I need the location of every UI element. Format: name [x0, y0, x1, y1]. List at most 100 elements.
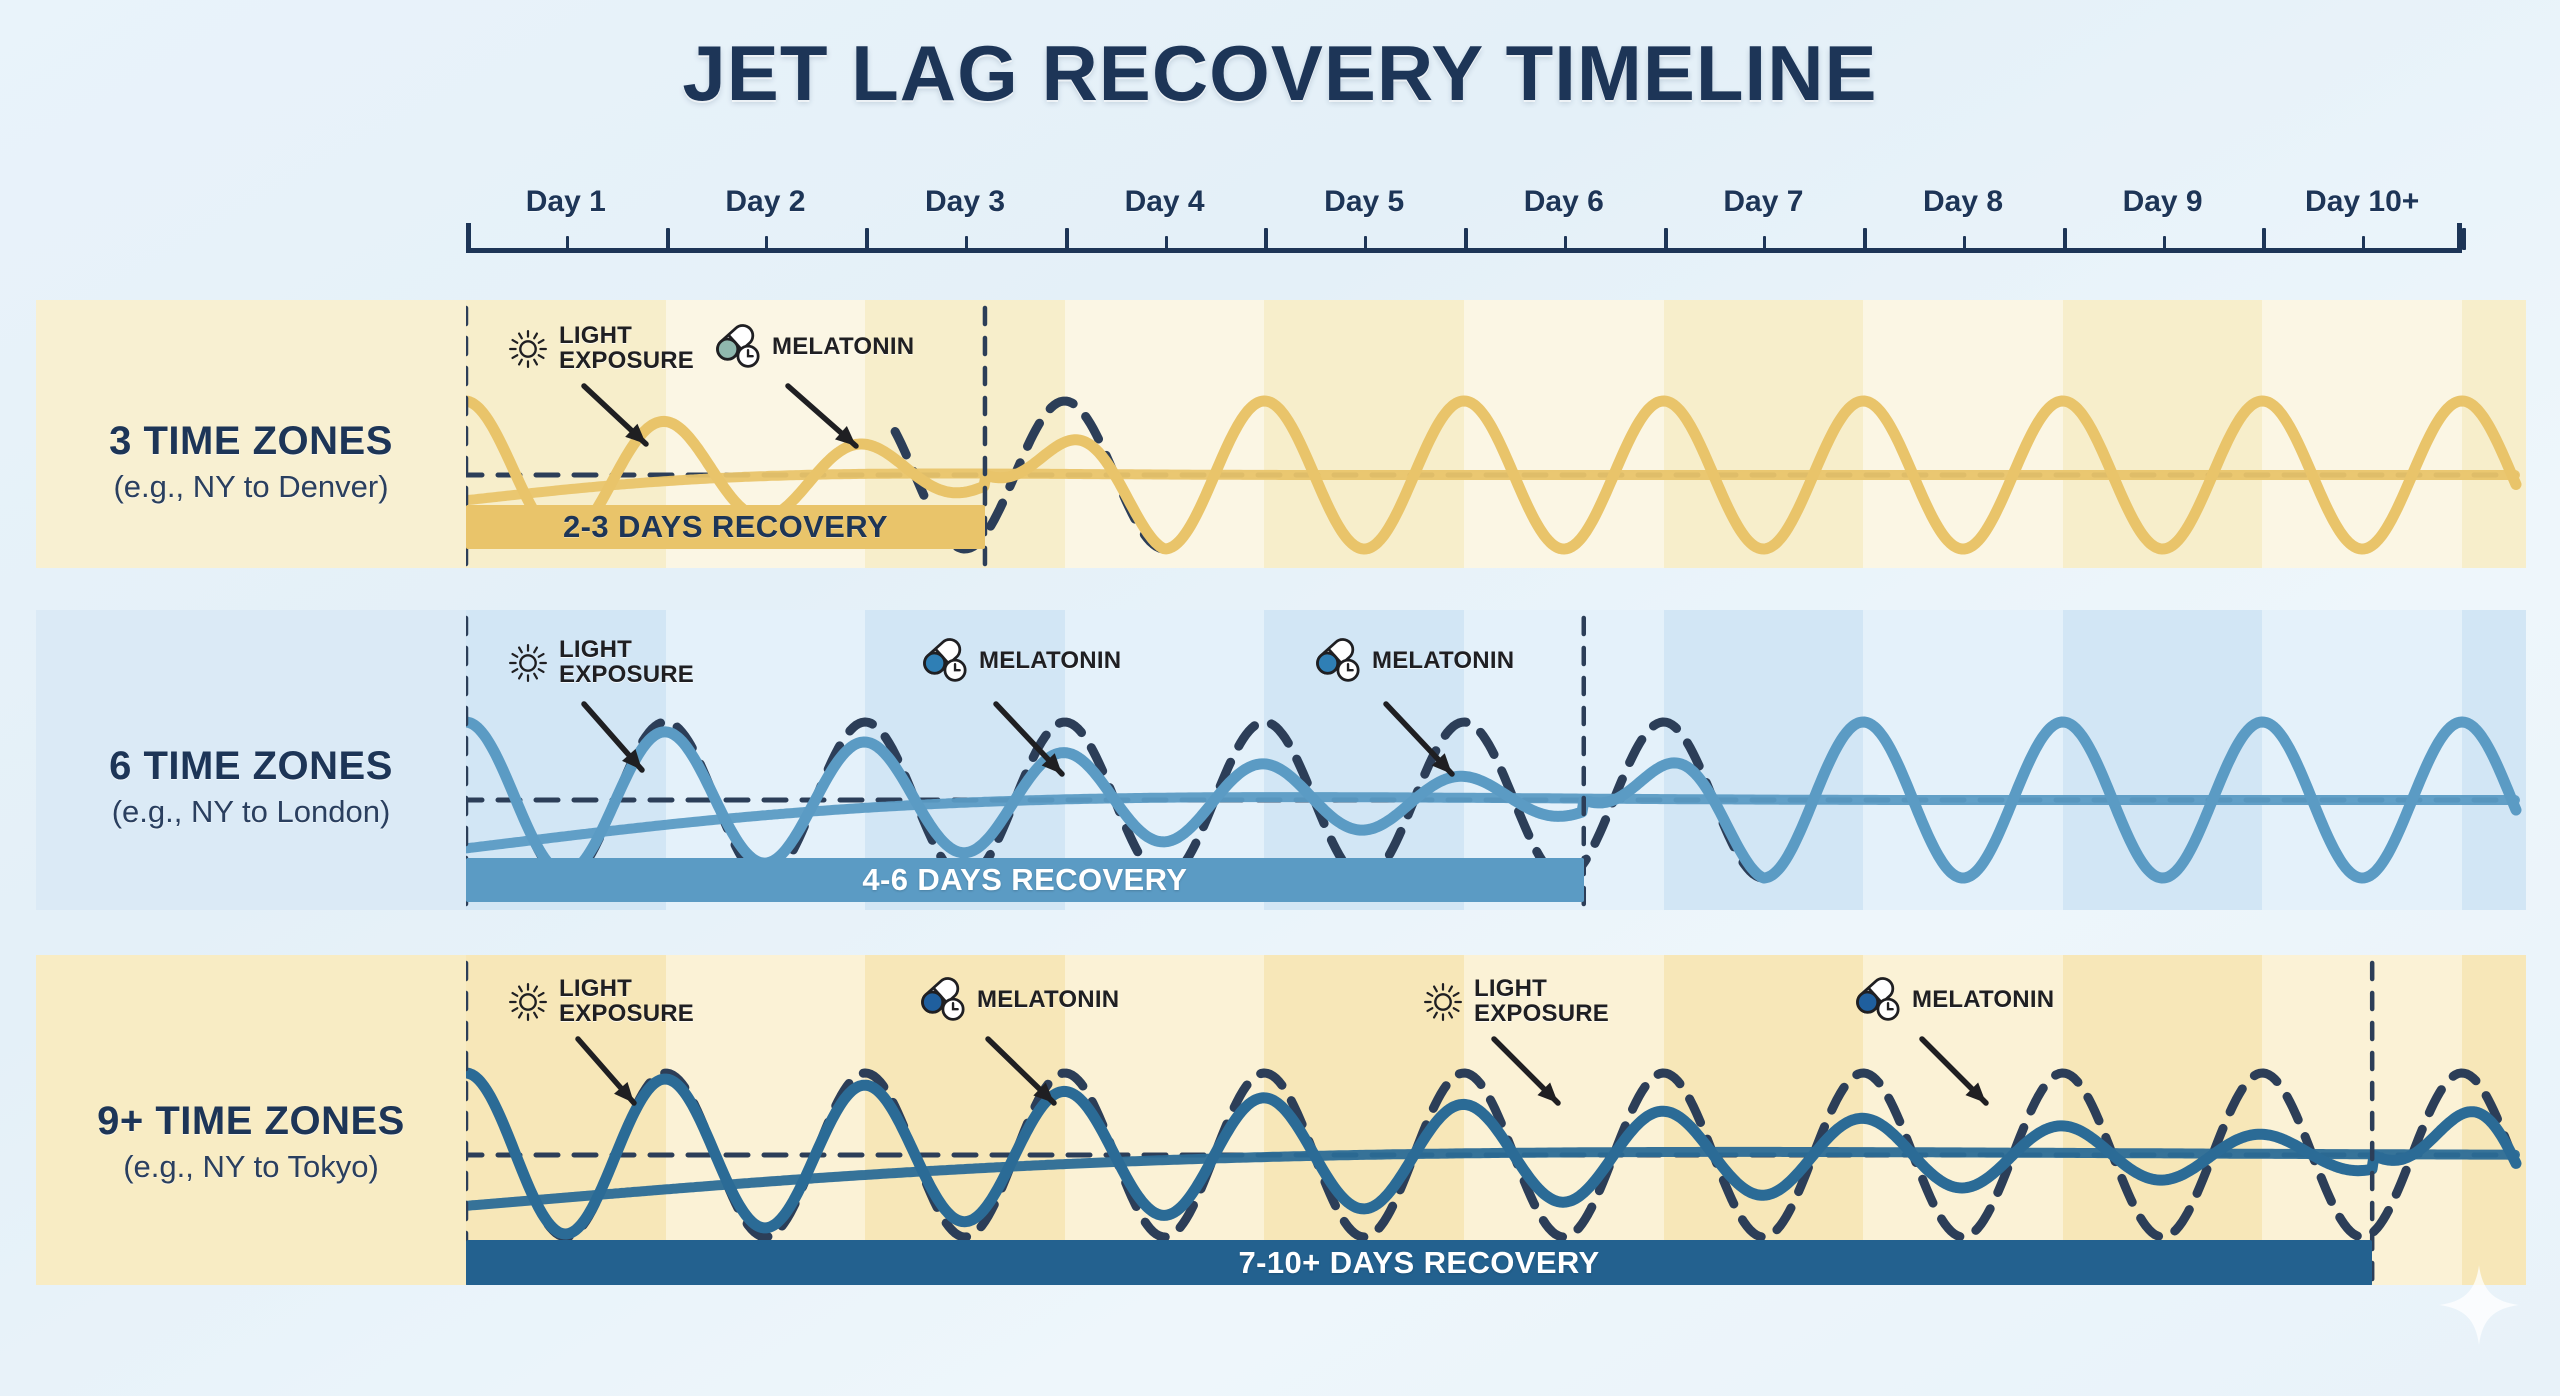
row-subtitle: (e.g., NY to Denver)	[113, 469, 389, 504]
annotation-arrowhead	[1041, 753, 1062, 774]
row-3-zones: 3 TIME ZONES (e.g., NY to Denver) LIGHT E…	[36, 300, 2526, 568]
annotation-arrowhead	[1965, 1082, 1986, 1103]
annotation-melatonin: MELATONIN	[711, 324, 914, 370]
axis-tick	[2262, 228, 2267, 250]
annotation-label: MELATONIN	[772, 332, 915, 360]
melatonin-icon	[1856, 977, 1900, 1021]
axis-tick	[1963, 236, 1966, 250]
axis-day-label-1: Day 1	[525, 185, 606, 218]
annotation-label: MELATONIN	[1912, 985, 2055, 1013]
axis-tick	[1863, 228, 1868, 250]
recovery-duration-label: 4-6 DAYS RECOVERY	[862, 862, 1188, 897]
annotation-arrowhead	[614, 1081, 634, 1103]
annotation-arrowhead	[1033, 1082, 1054, 1103]
axis-tick	[1364, 236, 1368, 250]
axis-tick	[665, 228, 670, 250]
row-6-zones: 6 TIME ZONES (e.g., NY to London) LIGHT E…	[36, 610, 2526, 910]
axis-day-label-6: Day 6	[1523, 185, 1604, 218]
row-title: 6 TIME ZONES	[109, 744, 393, 788]
annotation-label: MELATONIN	[1372, 646, 1515, 674]
axis-tick	[1663, 228, 1668, 250]
row-title: 3 TIME ZONES	[109, 419, 393, 463]
axis-tick	[865, 228, 870, 250]
annotation-melatonin: MELATONIN	[1851, 977, 2054, 1023]
melatonin-icon	[716, 324, 760, 368]
annotation-arrowhead	[1431, 753, 1452, 774]
recovery-duration-label: 7-10+ DAYS RECOVERY	[1238, 1245, 1600, 1280]
axis-line	[466, 248, 2462, 253]
annotation-label: LIGHT EXPOSURE	[1474, 975, 1609, 1027]
axis-day-label-2: Day 2	[725, 185, 806, 218]
annotation-light-exposure: LIGHT EXPOSURE	[506, 975, 694, 1027]
recovery-duration-bar: 7-10+ DAYS RECOVERY	[466, 1240, 2373, 1285]
row-9-zones: 9+ TIME ZONES (e.g., NY to Tokyo) LIGHT E…	[36, 955, 2526, 1285]
axis-endcap	[466, 223, 471, 253]
axis-day-label-8: Day 8	[1922, 185, 2004, 218]
axis-tick	[1264, 228, 1269, 250]
sparkle-icon	[2439, 1265, 2519, 1345]
annotation-label: MELATONIN	[979, 646, 1122, 674]
axis-tick	[1563, 236, 1567, 250]
row-title: 9+ TIME ZONES	[97, 1099, 405, 1143]
axis-tick	[765, 236, 769, 250]
axis-tick	[965, 236, 968, 250]
recovery-duration-bar: 4-6 DAYS RECOVERY	[466, 858, 1584, 902]
melatonin-icon	[923, 638, 967, 682]
row-plot-area: LIGHT EXPOSURE MELATONIN LIGHT EXPOSURE …	[466, 955, 2526, 1285]
axis-day-label-5: Day 5	[1324, 185, 1405, 218]
annotation-arrowhead	[622, 748, 642, 770]
annotation-melatonin: MELATONIN	[1311, 638, 1514, 684]
annotation-light-exposure: LIGHT EXPOSURE	[1421, 975, 1609, 1027]
recovery-duration-label: 2-3 DAYS RECOVERY	[563, 509, 888, 544]
annotation-melatonin: MELATONIN	[916, 977, 1119, 1023]
row-subtitle: (e.g., NY to London)	[111, 794, 391, 829]
disrupted-rhythm-curve	[466, 1067, 2522, 1240]
axis-tick	[565, 236, 569, 250]
row-subtitle: (e.g., NY to Tokyo)	[123, 1149, 379, 1184]
annotation-arrowhead	[835, 425, 856, 446]
rhythm-curves	[466, 305, 2522, 567]
annotation-label: LIGHT EXPOSURE	[559, 322, 694, 374]
axis-tick	[2162, 236, 2166, 250]
annotation-melatonin: MELATONIN	[918, 638, 1121, 684]
row-plot-area: LIGHT EXPOSURE MELATONIN 2-3 DAYS RECOVER…	[466, 300, 2526, 568]
annotation-label: LIGHT EXPOSURE	[559, 975, 694, 1027]
disrupted-rhythm-curve	[466, 395, 2522, 555]
sun-icon	[509, 329, 547, 368]
annotation-label: MELATONIN	[977, 985, 1120, 1013]
axis-day-label-10: Day 10+	[2305, 185, 2420, 218]
axis-tick	[1464, 228, 1468, 250]
row-plot-area: LIGHT EXPOSURE MELATONIN MELATONIN 4-6 DA…	[466, 610, 2526, 910]
axis-day-label-7: Day 7	[1723, 185, 1804, 218]
axis-tick	[2462, 228, 2466, 250]
disrupted-rhythm-curve	[466, 716, 2522, 884]
annotation-label: LIGHT EXPOSURE	[559, 636, 694, 688]
timeline-axis: Day 1 Day 2 Day 3 Day 4 Day 5 Day 6 Day 7 Day 8…	[466, 185, 2466, 265]
axis-tick	[1763, 236, 1767, 250]
page-title: JET LAG RECOVERY TIMELINE	[682, 29, 1878, 117]
row-label-panel	[36, 300, 466, 568]
axis-tick	[1164, 236, 1168, 250]
annotation-arrowhead	[1537, 1082, 1558, 1103]
annotation-light-exposure: LIGHT EXPOSURE	[506, 636, 694, 688]
sun-icon	[509, 982, 547, 1021]
melatonin-icon	[1316, 638, 1360, 682]
row-label-panel	[36, 610, 466, 910]
axis-tick	[1064, 228, 1069, 250]
axis-endcap	[2457, 223, 2462, 253]
row-label-panel	[36, 955, 466, 1285]
adaptation-curve	[466, 468, 2520, 506]
axis-day-label-9: Day 9	[2122, 185, 2203, 218]
sun-icon	[1424, 982, 1462, 1021]
recovery-duration-bar: 2-3 DAYS RECOVERY	[466, 505, 985, 549]
rhythm-curves	[466, 615, 2522, 909]
axis-day-label-4: Day 4	[1124, 185, 1205, 218]
sun-icon	[509, 643, 547, 682]
axis-tick	[2062, 228, 2067, 250]
annotation-light-exposure: LIGHT EXPOSURE	[506, 322, 694, 374]
rhythm-curves	[466, 960, 2522, 1284]
axis-day-label-3: Day 3	[924, 185, 1006, 218]
annotation-arrowhead	[625, 423, 646, 444]
axis-tick	[2362, 236, 2366, 250]
melatonin-icon	[921, 977, 965, 1021]
